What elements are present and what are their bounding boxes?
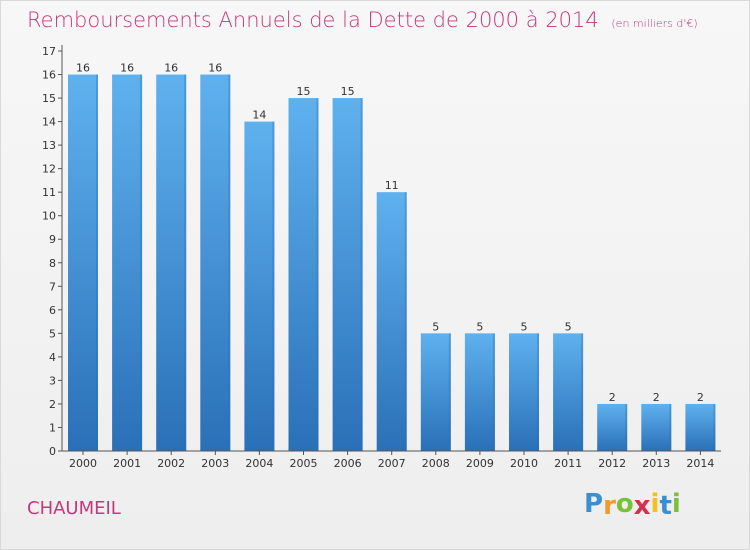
x-tick-label: 2000 bbox=[69, 457, 97, 470]
y-tick-label: 1 bbox=[49, 421, 56, 434]
x-tick-label: 2008 bbox=[422, 457, 450, 470]
bar-value-label: 5 bbox=[476, 320, 483, 333]
x-tick-label: 2014 bbox=[686, 457, 714, 470]
logo-letter: r bbox=[603, 491, 616, 521]
bar-edge bbox=[96, 74, 98, 451]
bar bbox=[68, 74, 98, 451]
y-tick-label: 3 bbox=[49, 374, 56, 387]
bar-edge bbox=[184, 74, 187, 451]
x-tick-label: 2003 bbox=[201, 457, 229, 470]
bar-value-label: 16 bbox=[164, 62, 178, 75]
bar-edge bbox=[140, 74, 143, 451]
bar-value-label: 5 bbox=[521, 320, 528, 333]
bar-value-label: 14 bbox=[252, 109, 266, 122]
y-tick-label: 14 bbox=[42, 116, 56, 129]
y-tick-label: 16 bbox=[42, 69, 56, 82]
logo-letter: i bbox=[671, 489, 681, 519]
bar-edge bbox=[360, 98, 363, 451]
bar bbox=[553, 333, 584, 451]
y-tick-label: 9 bbox=[49, 233, 56, 246]
y-tick-label: 8 bbox=[49, 257, 56, 270]
x-tick-label: 2001 bbox=[113, 457, 141, 470]
x-tick-label: 2012 bbox=[598, 457, 626, 470]
x-tick-label: 2007 bbox=[378, 457, 406, 470]
bar-value-label: 2 bbox=[697, 391, 704, 404]
bar bbox=[244, 121, 275, 452]
bar bbox=[641, 403, 672, 451]
bar bbox=[509, 333, 539, 451]
logo-letter: x bbox=[633, 491, 651, 521]
chart-title: Remboursements Annuels de la Dette de 20… bbox=[27, 8, 698, 32]
y-tick-label: 13 bbox=[42, 139, 56, 152]
chart-title-unit: (en milliers d'€) bbox=[611, 17, 698, 30]
logo-letter: o bbox=[615, 489, 634, 519]
x-tick-label: 2002 bbox=[157, 457, 185, 470]
bar bbox=[597, 403, 628, 451]
bar bbox=[288, 98, 319, 451]
logo-letter: i bbox=[650, 489, 660, 519]
y-tick-label: 10 bbox=[42, 210, 56, 223]
x-tick-label: 2005 bbox=[290, 457, 318, 470]
bar-edge bbox=[404, 192, 407, 452]
bar bbox=[685, 403, 716, 451]
y-tick-label: 7 bbox=[49, 280, 56, 293]
bar-edge bbox=[448, 333, 451, 451]
bar-value-label: 16 bbox=[208, 62, 222, 75]
bar-value-label: 15 bbox=[297, 85, 311, 98]
logo-letter: t bbox=[659, 491, 672, 521]
proxiti-logo: Proxiti bbox=[584, 489, 681, 521]
chart-title-main: Remboursements Annuels de la Dette de 20… bbox=[27, 8, 599, 32]
bar-edge bbox=[625, 403, 628, 451]
bar-edge bbox=[669, 403, 672, 451]
bar-edge bbox=[272, 121, 275, 452]
commune-name: CHAUMEIL bbox=[27, 498, 121, 519]
bar bbox=[464, 333, 495, 451]
bar-value-label: 5 bbox=[565, 320, 572, 333]
bar-value-label: 2 bbox=[653, 391, 660, 404]
bar-edge bbox=[537, 333, 539, 451]
bar bbox=[156, 74, 187, 451]
bar-edge bbox=[492, 333, 495, 451]
bar-edge bbox=[316, 98, 319, 451]
x-tick-label: 2006 bbox=[334, 457, 362, 470]
bar-value-label: 5 bbox=[432, 320, 439, 333]
y-tick-label: 15 bbox=[42, 92, 56, 105]
x-tick-label: 2009 bbox=[466, 457, 494, 470]
y-tick-label: 6 bbox=[49, 304, 56, 317]
bar-edge bbox=[581, 333, 584, 451]
y-tick-label: 0 bbox=[49, 445, 56, 458]
bar-edge bbox=[713, 403, 716, 451]
bar-value-label: 11 bbox=[385, 179, 399, 192]
bar bbox=[420, 333, 451, 451]
bar-value-label: 2 bbox=[609, 391, 616, 404]
x-tick-label: 2013 bbox=[642, 457, 670, 470]
logo-letter: P bbox=[584, 489, 604, 519]
bar bbox=[332, 98, 363, 451]
y-tick-label: 11 bbox=[42, 186, 56, 199]
bar-value-label: 16 bbox=[76, 62, 90, 75]
x-tick-label: 2010 bbox=[510, 457, 538, 470]
y-tick-label: 4 bbox=[49, 351, 56, 364]
bar bbox=[112, 74, 143, 451]
bar-value-label: 15 bbox=[341, 85, 355, 98]
y-tick-label: 12 bbox=[42, 163, 56, 176]
bar-value-label: 16 bbox=[120, 62, 134, 75]
y-tick-label: 5 bbox=[49, 327, 56, 340]
x-tick-label: 2004 bbox=[245, 457, 273, 470]
bar-edge bbox=[228, 74, 231, 451]
y-tick-label: 2 bbox=[49, 398, 56, 411]
x-tick-label: 2011 bbox=[554, 457, 582, 470]
bar bbox=[376, 192, 407, 452]
bar bbox=[200, 74, 231, 451]
y-tick-label: 17 bbox=[42, 45, 56, 58]
